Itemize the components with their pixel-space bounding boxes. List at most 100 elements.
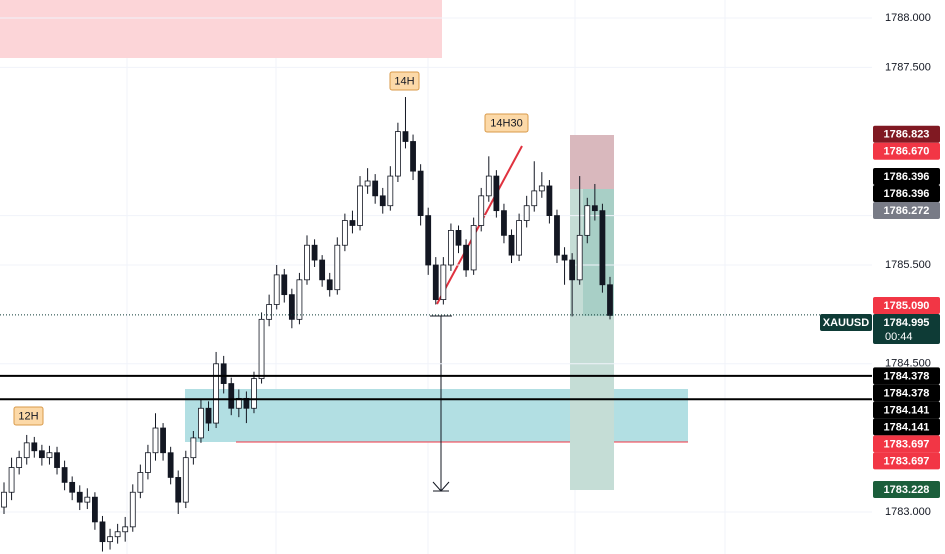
candle-body	[213, 363, 220, 424]
candle-body	[251, 378, 257, 409]
candle-body	[569, 259, 576, 281]
candle-body	[394, 131, 401, 177]
candle-body	[410, 141, 416, 172]
candle-body	[228, 383, 235, 409]
price-label: 1786.396	[884, 171, 930, 183]
candle-body	[364, 180, 371, 187]
candle-body	[432, 264, 439, 300]
candle-body	[508, 234, 515, 256]
candle-body	[304, 244, 310, 281]
y-tick-label: 1787.500	[885, 61, 931, 73]
candle-body	[334, 244, 341, 291]
candle-body	[114, 531, 121, 538]
candle-body	[576, 234, 583, 281]
candle-body	[288, 294, 295, 320]
candle-body	[190, 437, 197, 459]
candle-body	[220, 363, 227, 384]
candle-body	[61, 467, 68, 483]
price-label: 1784.378	[884, 370, 930, 382]
candle-body	[8, 467, 15, 493]
candle-body	[46, 452, 53, 459]
supply-zone	[0, 0, 442, 58]
price-label: 1783.228	[884, 484, 930, 496]
candle-body	[501, 210, 507, 236]
candle-body	[448, 230, 454, 266]
candle-body	[463, 244, 469, 271]
candle-body	[402, 131, 409, 142]
candle-body	[23, 442, 30, 459]
candle-body	[311, 244, 318, 261]
candle-body	[531, 190, 538, 207]
price-label: 1786.272	[884, 205, 930, 217]
symbol-label: XAUUSD	[823, 317, 870, 329]
candle-body	[1, 491, 7, 508]
price-label-box	[873, 401, 940, 419]
candle-body	[349, 220, 356, 226]
price-label: 1784.141	[884, 421, 930, 433]
candle-body	[92, 496, 98, 523]
candle-body	[266, 304, 273, 320]
candle-body	[258, 318, 265, 380]
candle-body	[387, 175, 394, 207]
price-label-box	[873, 167, 940, 185]
candle-body	[425, 215, 432, 266]
annotation: 12H	[18, 410, 38, 422]
candle-body	[160, 427, 166, 454]
price-label: 1784.141	[884, 404, 930, 416]
price-label-box	[873, 418, 940, 436]
candle-body	[16, 457, 23, 468]
candle-body	[379, 195, 386, 207]
candle-body	[54, 452, 60, 468]
price-label: 1786.670	[884, 146, 930, 158]
candle-body	[296, 279, 303, 320]
candle-body	[167, 452, 174, 478]
candle-body	[516, 220, 522, 256]
candle-body	[145, 452, 151, 473]
candle-body	[198, 407, 204, 439]
price-label: 1784.995	[884, 317, 930, 329]
candle-body	[175, 477, 182, 503]
annotation: 14H30	[490, 117, 522, 129]
candle-body	[561, 254, 568, 261]
y-tick-label: 1784.500	[885, 358, 931, 370]
candle-body	[31, 442, 38, 452]
y-tick-label: 1785.500	[885, 259, 931, 271]
candle-body	[182, 457, 189, 503]
candle-body	[554, 215, 560, 256]
price-label-box	[873, 435, 940, 453]
candle-body	[607, 284, 613, 316]
candle-body	[99, 521, 106, 543]
annotation: 14H	[394, 75, 414, 87]
candles	[1, 97, 613, 552]
price-label: 1785.090	[884, 300, 930, 312]
candle-body	[546, 185, 553, 216]
candle-body	[417, 170, 424, 216]
candle-body	[129, 491, 136, 528]
price-label-box	[873, 142, 940, 160]
y-tick-label: 1783.000	[885, 506, 931, 518]
candle-body	[205, 407, 212, 424]
price-axis	[872, 0, 945, 554]
candle-body	[357, 185, 363, 226]
candle-body	[440, 264, 447, 300]
candle-body	[538, 185, 545, 192]
stop-zone	[570, 135, 614, 189]
candle-body	[523, 205, 530, 221]
price-label: 1784.378	[884, 387, 930, 399]
candle-body	[281, 274, 288, 296]
annotation-box	[389, 71, 420, 91]
price-label-box	[873, 201, 940, 219]
price-label-box	[873, 125, 940, 143]
symbol-box	[820, 314, 872, 332]
candle-body	[137, 472, 144, 493]
price-label-box	[873, 452, 940, 470]
price-label-box	[873, 367, 940, 385]
price-label-box	[873, 297, 940, 315]
candle-body	[584, 205, 591, 236]
price-label-box	[873, 314, 940, 345]
price-label: 1786.396	[884, 188, 930, 200]
candle-body	[107, 536, 113, 543]
candle-body	[470, 225, 477, 271]
drawings	[0, 0, 872, 554]
price-label-box	[873, 480, 940, 498]
